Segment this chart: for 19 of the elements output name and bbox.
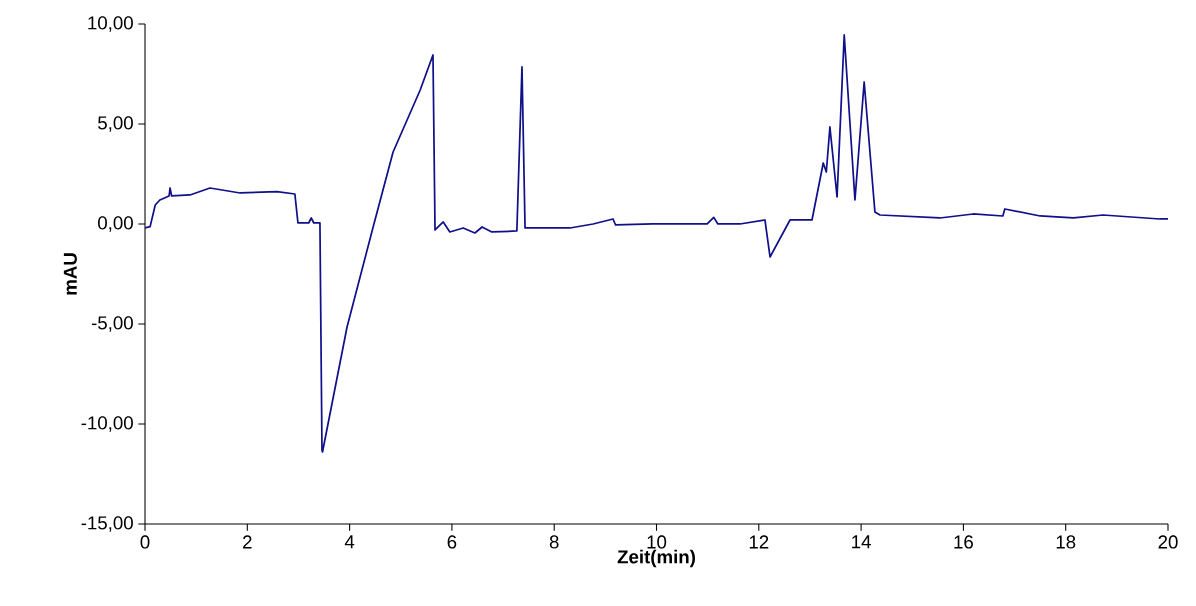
x-tick-label: 14 [852,535,871,549]
y-tick-label: 10,00 [88,16,133,32]
x-tick-label: 18 [1056,535,1076,549]
x-tick-label: 16 [954,535,973,549]
x-axis-title: Zeit(min) [617,549,695,568]
x-tick-label: 2 [243,535,252,549]
x-tick-label: 0 [140,535,150,549]
x-tick-label: 20 [1158,535,1178,549]
x-tick-label: 10 [647,535,667,549]
y-tick-label: -10,00 [81,416,133,432]
x-tick-label: 8 [549,535,559,549]
x-tick-label: 6 [447,535,457,549]
x-tick-label: 12 [749,535,769,549]
y-tick-label: 5,00 [98,116,133,132]
y-tick-label: 0,00 [98,216,133,232]
x-tick-label: 4 [344,535,355,549]
y-axis-title: mAU [63,253,77,295]
y-tick-label: -5,00 [91,316,133,332]
y-tick-label: -15,00 [81,516,133,532]
